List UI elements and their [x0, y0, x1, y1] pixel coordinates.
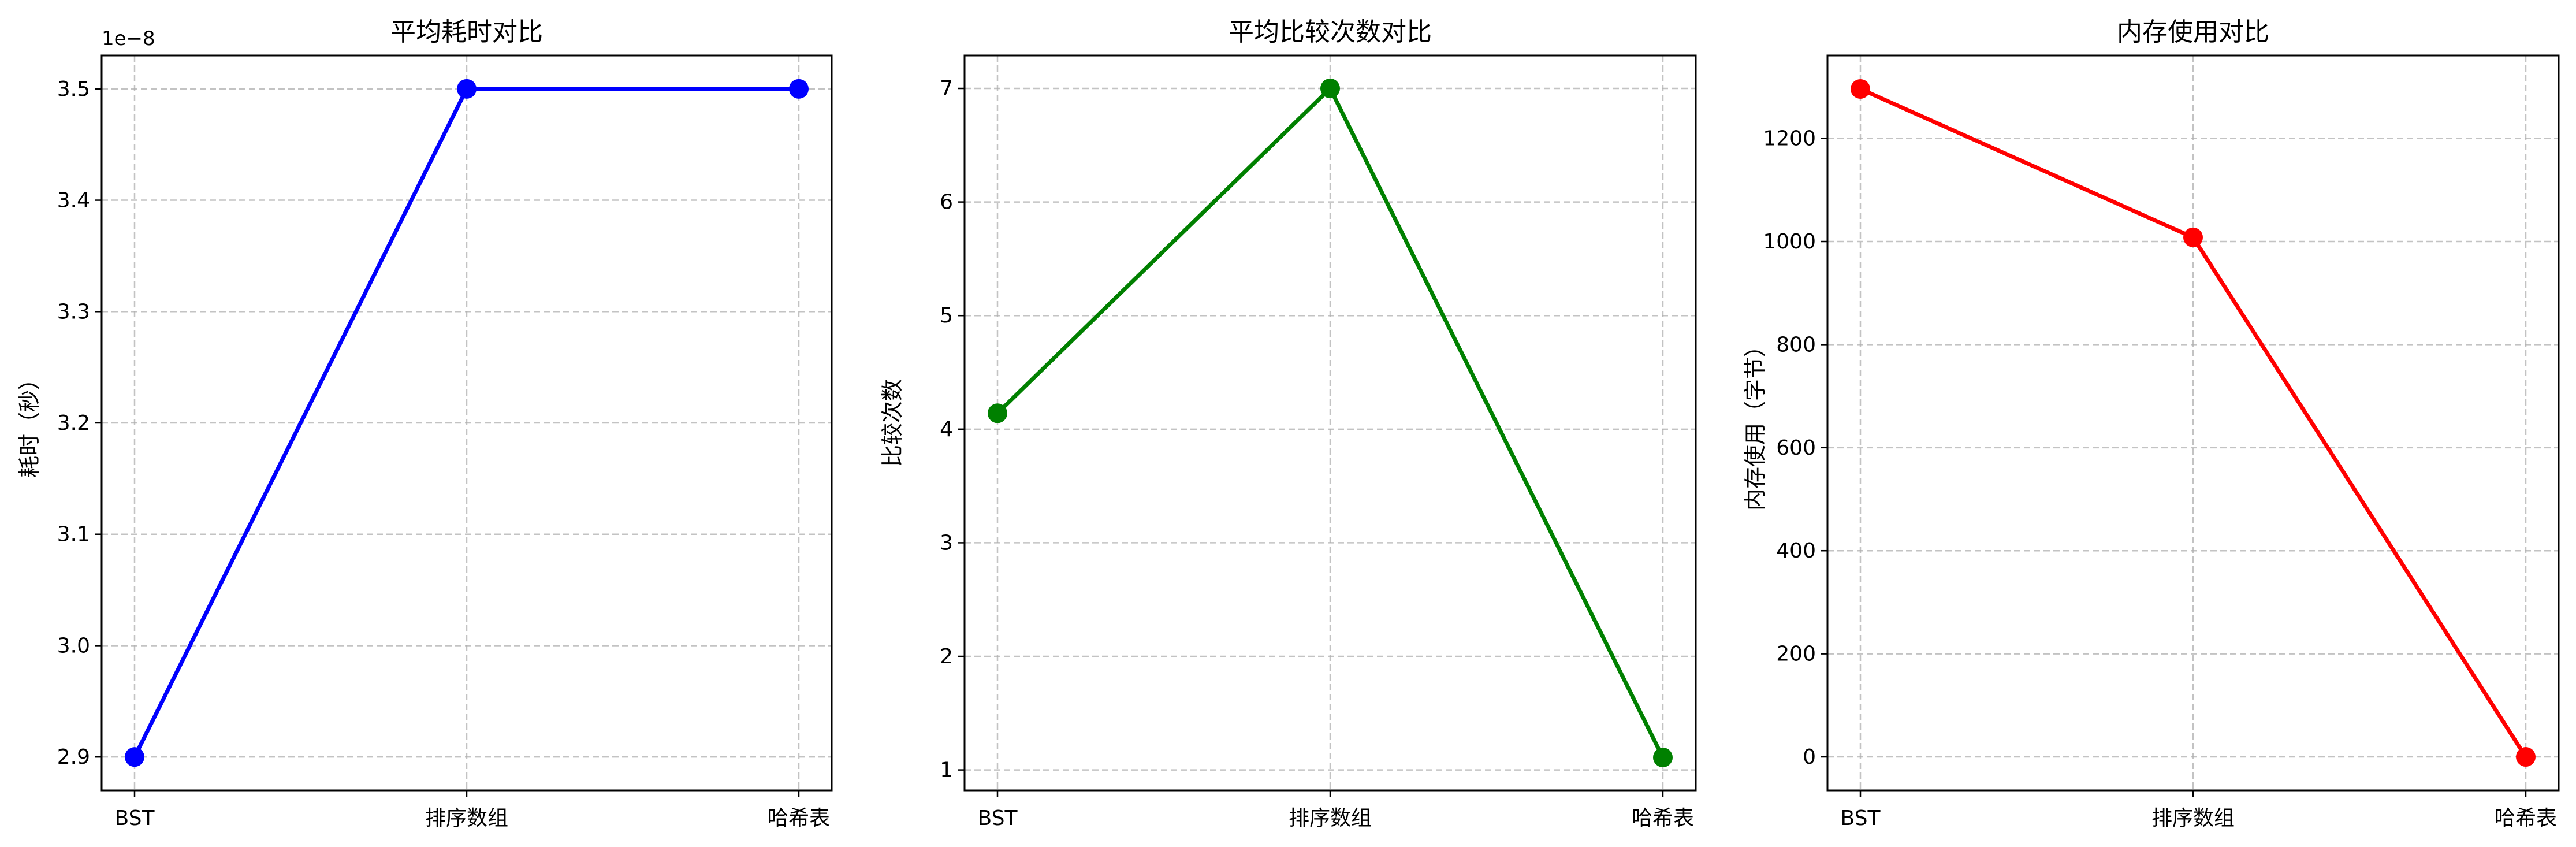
y-tick-label: 3.1 [57, 523, 90, 547]
x-tick-label: BST [978, 807, 1018, 830]
y-tick-label: 3.0 [57, 634, 90, 657]
y-tick-label: 0 [1803, 745, 1816, 769]
y-tick-label: 6 [940, 191, 953, 214]
y-tick-label: 3 [940, 531, 953, 555]
chart-title: 平均比较次数对比 [1229, 17, 1432, 47]
y-axis-label: 耗时（秒） [17, 368, 42, 478]
y-tick-label: 3.2 [57, 411, 90, 435]
data-point [1851, 79, 1870, 99]
data-point [988, 403, 1007, 424]
data-point [1653, 747, 1673, 767]
y-offset-text: 1e−8 [102, 27, 155, 50]
x-tick-label: 哈希表 [1632, 807, 1694, 830]
data-point [2516, 747, 2536, 767]
chart-panel-1: 2.9 3.0 3.1 3.2 3.3 3.4 3.5 BST 排序数组 哈希表 平均耗时对比耗时（… [17, 17, 833, 830]
y-tick-label: 3.5 [57, 77, 90, 101]
y-tick-label: 5 [940, 304, 953, 328]
y-tick-label: 200 [1776, 642, 1816, 666]
x-tick-label: 哈希表 [768, 807, 830, 830]
y-tick-label: 800 [1776, 333, 1816, 356]
chart-title: 内存使用对比 [2117, 17, 2269, 47]
x-tick-label: 排序数组 [425, 807, 508, 830]
x-tick-label: BST [1841, 807, 1881, 830]
y-tick-label: 2.9 [57, 745, 90, 769]
x-tick-label: BST [115, 807, 155, 830]
chart-panel-3: 0 200 400 600 800 1000 1200 BST 排序数组 哈希表 内存使用对比内存使… [1743, 17, 2560, 830]
y-tick-label: 3.3 [57, 300, 90, 324]
y-tick-label: 1 [940, 759, 953, 782]
y-tick-label: 4 [940, 418, 953, 441]
y-tick-label: 1000 [1763, 230, 1816, 254]
y-tick-label: 2 [940, 645, 953, 668]
y-axis-label: 比较次数 [880, 379, 905, 467]
y-axis-label: 内存使用（字节） [1743, 335, 1768, 511]
data-point [457, 79, 477, 99]
x-tick-label: 排序数组 [2151, 807, 2235, 830]
y-tick-label: 3.4 [57, 189, 90, 213]
y-tick-label: 7 [940, 77, 953, 101]
y-tick-label: 600 [1776, 436, 1816, 460]
y-tick-label: 1200 [1763, 127, 1816, 151]
data-point [789, 79, 809, 99]
data-point [2183, 227, 2203, 247]
data-point [1320, 79, 1340, 99]
chart-title: 平均耗时对比 [390, 17, 543, 47]
data-point [125, 747, 144, 767]
y-tick-label: 400 [1776, 539, 1816, 563]
x-tick-label: 哈希表 [2495, 807, 2557, 830]
x-tick-label: 排序数组 [1289, 807, 1372, 830]
